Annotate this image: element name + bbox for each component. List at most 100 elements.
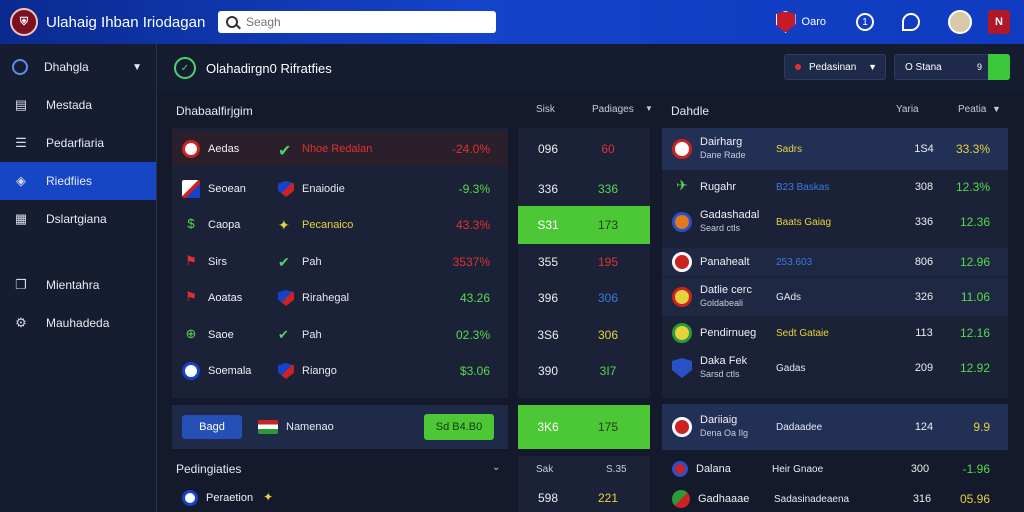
table-row[interactable]: Dalana Heir Gnaoe 300 -1.96: [662, 456, 1008, 482]
club-shield-icon[interactable]: [775, 11, 796, 33]
table-row[interactable]: $ Caopa ✦ Pecanaico 43.3%: [172, 208, 508, 242]
table-row[interactable]: 336 336: [518, 172, 650, 206]
table-icon: ▦: [14, 211, 28, 226]
percent-value: -9.3%: [458, 182, 490, 196]
featured-row[interactable]: Bagd Namenao Sd B4.B0: [172, 405, 508, 449]
team-logo-icon: [672, 461, 688, 477]
table-row[interactable]: Dariiaig Dena Oa Ilg Dadaadee 124 9.9: [662, 404, 1008, 450]
table-row[interactable]: Datlie cerc Goldabeali GAds 326 11.06: [662, 278, 1008, 316]
value-b: 195: [597, 255, 619, 269]
right-col-b[interactable]: Peatia: [958, 104, 987, 115]
team-name: Gadashadal: [700, 209, 760, 221]
sidebar-item-2[interactable]: ☰ Pedarfiaria: [0, 124, 156, 162]
user-label[interactable]: Oaro: [801, 16, 826, 28]
table-row[interactable]: 355 195: [518, 245, 650, 279]
plane-icon: ✈: [676, 177, 688, 193]
search-box[interactable]: [218, 11, 496, 33]
sidebar-item-label: Dslartgiana: [46, 212, 107, 226]
value-a: 3K6: [537, 420, 559, 434]
row-label: Baats Gaiag: [776, 216, 832, 228]
content-header: ✓ Olahadirgn0 Rifratfies Pedasinan ▼ O S…: [158, 44, 1024, 92]
sort-icon[interactable]: ▼: [992, 104, 1001, 114]
table-row-highlighted[interactable]: S31 173: [518, 206, 650, 244]
table-row[interactable]: ⊕ Saoe ✔ Pah 02.3%: [172, 318, 508, 352]
value-b: 12.16: [959, 326, 990, 340]
sidebar-item-0[interactable]: Dhahgla ▼: [0, 48, 156, 86]
table-row[interactable]: Soemala Riango $3.06: [172, 354, 508, 388]
opponent-name: Pah: [302, 256, 322, 268]
percent-value: $3.06: [459, 364, 490, 378]
opponent-name: Pah: [302, 329, 322, 341]
value-b: 33.3%: [955, 142, 990, 156]
notification-count[interactable]: 1: [856, 13, 874, 31]
table-row[interactable]: Pendirnueg Sedt Gataie 113 12.16: [662, 320, 1008, 346]
table-row[interactable]: ⚑ Sirs ✔ Pah 3537%: [172, 245, 508, 279]
sidebar-item-5[interactable]: ❐ Mientahra: [0, 266, 156, 304]
table-row[interactable]: ✈ Rugahr B23 Baskas 308 12.3%: [662, 174, 1008, 200]
value-b: 12.96: [959, 255, 990, 269]
season-dropdown[interactable]: O Stana 9: [894, 54, 1010, 80]
team-name: Dairharg: [700, 136, 743, 148]
featured-tag[interactable]: Bagd: [182, 415, 242, 439]
table-row[interactable]: Daka Fek Sarsd ctls Gadas 209 12.92: [662, 348, 1008, 388]
opponent-name: Riango: [302, 365, 337, 377]
team-name: Seoean: [208, 183, 246, 195]
chevron-down-icon[interactable]: ⌄: [492, 462, 501, 473]
value-b: -1.96: [962, 462, 990, 476]
opponent-name: Nhoe Redalan: [302, 143, 373, 155]
team-name: Datlie cerc: [700, 284, 752, 296]
team-logo-icon: [672, 417, 692, 437]
value-a: S31: [537, 218, 559, 232]
table-row[interactable]: 3S6 306: [518, 318, 650, 352]
left-col-b[interactable]: Padiages: [592, 104, 634, 115]
refresh-icon[interactable]: [902, 13, 920, 31]
percent-value: 43.26: [459, 291, 490, 305]
team-logo-icon: [672, 252, 692, 272]
sort-icon[interactable]: ▼: [645, 104, 653, 113]
sidebar: Dhahgla ▼ ▤ Mestada ☰ Pedarfiaria ◈ Ried…: [0, 44, 157, 512]
table-row[interactable]: Gadhaaae Sadasinadeaena 316 05.96: [662, 486, 1008, 512]
percent-value: 3537%: [452, 255, 490, 269]
table-row[interactable]: 396 306: [518, 281, 650, 315]
sidebar-item-4[interactable]: ▦ Dslartgiana: [0, 200, 156, 238]
team-badge[interactable]: N: [988, 10, 1010, 34]
chevron-down-icon[interactable]: ▼: [132, 61, 142, 73]
table-row[interactable]: 096 60: [518, 132, 650, 166]
sidebar-item-6[interactable]: ⚙ Mauhadeda: [0, 304, 156, 342]
row-label: B23 Baskas: [776, 181, 830, 193]
sidebar-item-1[interactable]: ▤ Mestada: [0, 86, 156, 124]
cards-icon: ❐: [15, 277, 27, 292]
table-row[interactable]: Gadashadal Seard ctls Baats Gaiag 336 12.…: [662, 202, 1008, 242]
table-row[interactable]: Panahealt 253.603 806 12.96: [662, 248, 1008, 276]
app-logo[interactable]: ⛨: [10, 8, 38, 36]
sidebar-item-3[interactable]: ◈ Riedfiies: [0, 162, 156, 200]
filter-dropdown[interactable]: Pedasinan ▼: [784, 54, 886, 80]
row-label: Sadasinadeaena: [774, 493, 850, 505]
value-a: 390: [537, 364, 559, 378]
team-logo-icon: [182, 140, 200, 158]
table-row[interactable]: ⚑ Aoatas Rirahegal 43.26: [172, 281, 508, 315]
table-row[interactable]: 598 221: [518, 486, 650, 510]
table-row[interactable]: Peraetion ✦: [172, 484, 508, 512]
table-row[interactable]: 390 3I7: [518, 354, 650, 388]
featured-mid[interactable]: 3K6 175: [518, 405, 650, 449]
table-row[interactable]: Aedas ✔ Nhoe Redalan -24.0%: [172, 132, 508, 166]
team-name: Daka Fek: [700, 355, 748, 367]
row-label: Sedt Gataie: [776, 327, 829, 339]
value-b: 9.9: [973, 420, 990, 434]
featured-value-button[interactable]: Sd B4.B0: [424, 414, 494, 440]
team-name: Aedas: [208, 143, 240, 155]
team-logo-icon: [182, 362, 200, 380]
value-b: 336: [597, 182, 619, 196]
search-input[interactable]: [246, 15, 476, 29]
apply-button[interactable]: [988, 54, 1010, 80]
page-title: Olahadirgn0 Rifratfies: [206, 60, 332, 76]
value-a: 336: [914, 216, 934, 228]
avatar[interactable]: [948, 10, 972, 34]
team-name: Dariiaig: [700, 414, 738, 426]
check-icon: ✔: [278, 327, 289, 342]
table-row[interactable]: Seoean Enaiodie -9.3%: [172, 172, 508, 206]
filter-dropdown-value: Pedasinan: [809, 61, 857, 73]
table-row[interactable]: Dairharg Dane Rade Sadrs 1S4 33.3%: [662, 128, 1008, 170]
app-title: Ulahaig Ihban Iriodagan: [46, 13, 206, 31]
